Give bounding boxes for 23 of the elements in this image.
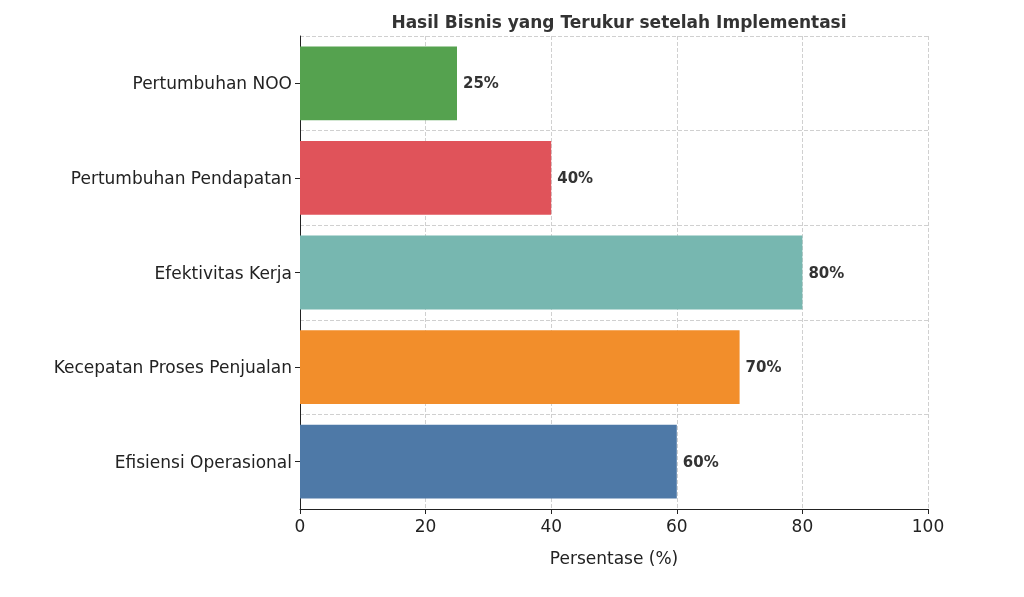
bar [300,424,677,499]
data-label: 70% [745,358,782,377]
data-label: 25% [463,74,499,93]
x-tick-label: 40 [540,515,563,536]
x-tick-label: 100 [911,515,945,536]
x-tick-label: 80 [791,515,814,536]
data-label: 60% [682,452,719,471]
data-label: 40% [557,168,594,187]
x-tick-label: 60 [665,515,688,536]
y-tick-label: Pertumbuhan NOO [132,73,292,94]
bar [300,235,803,310]
bar [300,141,552,215]
chart-title: Hasil Bisnis yang Terukur setelah Implementasi [391,11,847,32]
y-tick-label: Efisiensi Operasional [114,451,292,472]
x-axis-title: Persentase (%) [549,547,679,568]
x-tick-label: 0 [294,515,306,536]
data-label: 80% [808,263,845,282]
bar [300,330,740,404]
y-tick-label: Kecepatan Proses Penjualan [53,357,292,378]
y-tick-label: Pertumbuhan Pendapatan [70,167,292,188]
x-tick-label: 20 [414,515,437,536]
y-tick-label: Efektivitas Kerja [154,262,292,283]
bar [300,46,457,121]
